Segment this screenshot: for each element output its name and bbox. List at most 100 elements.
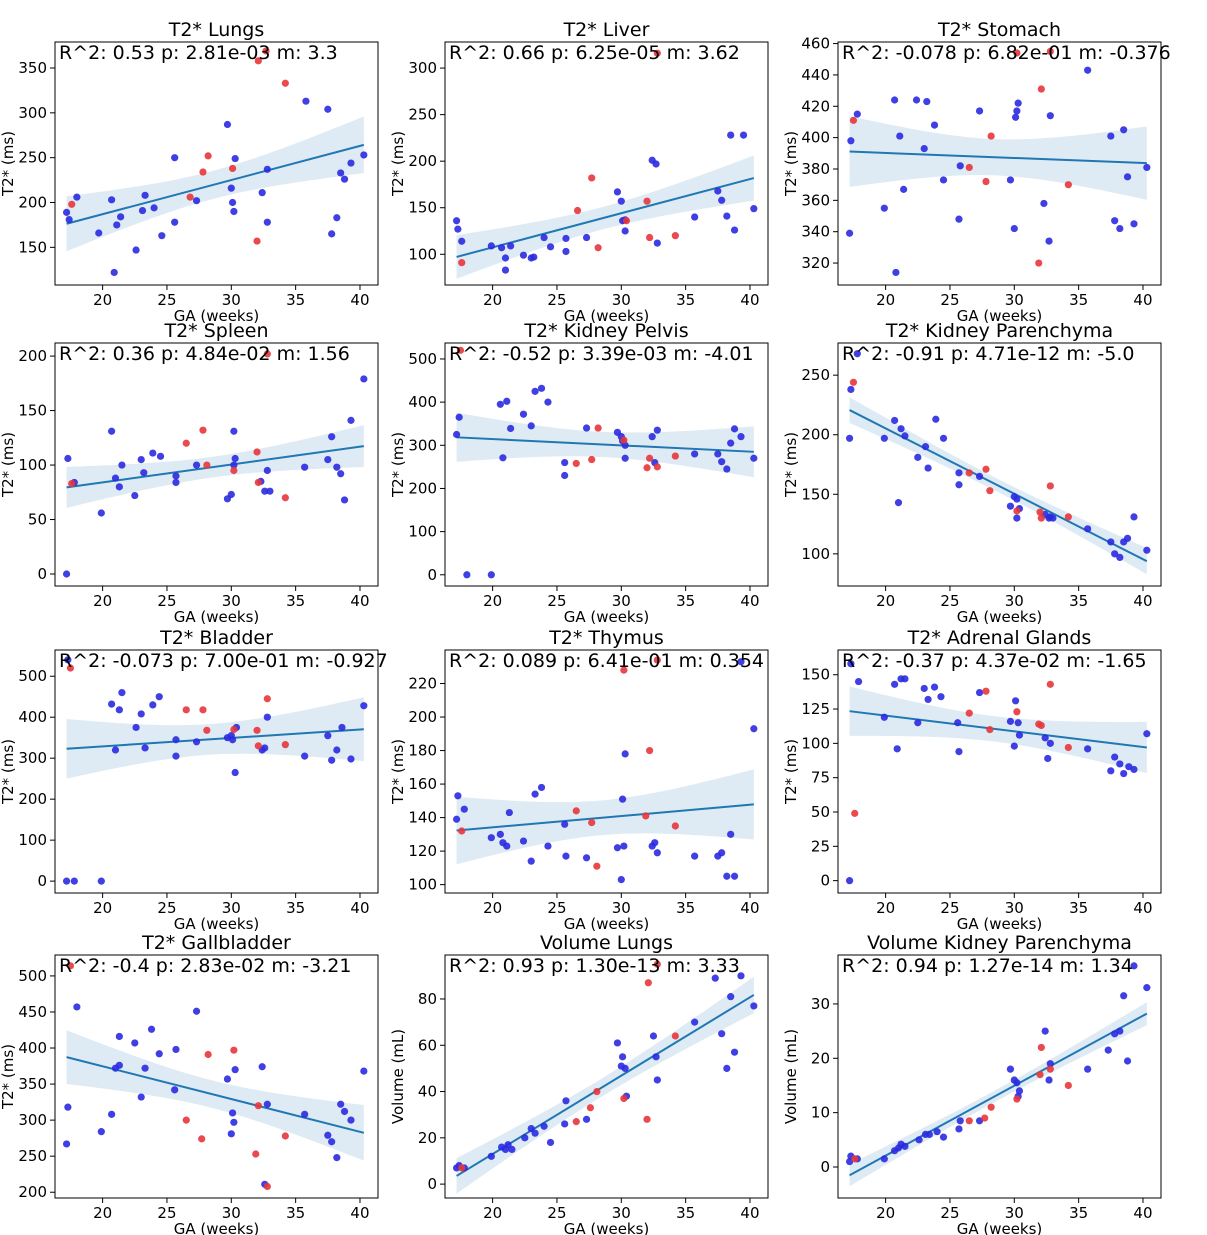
- y-tick-label: 0: [427, 1175, 437, 1193]
- data-point: [901, 432, 909, 440]
- data-point: [62, 570, 71, 578]
- data-point: [230, 427, 238, 435]
- data-point: [1111, 217, 1119, 225]
- x-tick-label: 40: [1133, 1204, 1152, 1222]
- data-point: [172, 1045, 180, 1054]
- data-point: [507, 242, 515, 250]
- x-tick-label: 40: [740, 592, 759, 610]
- data-point: [97, 1128, 105, 1136]
- data-point: [1046, 47, 1054, 56]
- data-point: [1130, 765, 1138, 774]
- data-point: [900, 185, 908, 193]
- data-point: [718, 1030, 726, 1038]
- y-axis-label: T2* (ms): [782, 739, 800, 805]
- confidence-band: [66, 697, 364, 779]
- x-axis-label: GA (weeks): [957, 608, 1043, 626]
- data-point: [691, 852, 699, 860]
- data-point: [924, 464, 932, 472]
- x-tick-label: 35: [1069, 1204, 1088, 1222]
- data-point: [718, 196, 726, 204]
- data-point: [939, 176, 948, 184]
- y-tick-label: 140: [408, 809, 437, 827]
- x-tick-label: 30: [612, 1204, 631, 1222]
- data-point: [261, 487, 269, 495]
- data-point: [1064, 181, 1072, 189]
- data-point: [714, 187, 722, 195]
- x-tick-label: 20: [876, 899, 895, 917]
- data-point: [156, 452, 165, 460]
- data-point: [263, 350, 271, 358]
- x-tick-label: 20: [483, 592, 502, 610]
- data-point: [711, 974, 719, 982]
- data-point: [1046, 680, 1054, 688]
- regression-line: [849, 150, 1147, 165]
- data-point: [1035, 259, 1043, 267]
- data-point: [1040, 199, 1048, 208]
- data-point: [1143, 163, 1151, 172]
- data-point: [138, 206, 147, 215]
- data-point: [845, 877, 854, 885]
- y-tick-label: 40: [418, 1083, 437, 1101]
- data-point: [671, 452, 679, 460]
- data-point: [727, 993, 735, 1001]
- data-point: [186, 193, 194, 201]
- data-point: [503, 397, 511, 405]
- x-tick-label: 20: [876, 291, 895, 309]
- data-point: [360, 375, 368, 383]
- x-tick-label: 25: [547, 1204, 566, 1222]
- axes-frame: [837, 649, 1162, 894]
- data-point: [113, 221, 121, 229]
- x-tick-label: 30: [222, 1204, 241, 1222]
- data-point: [301, 752, 309, 760]
- data-point: [1015, 731, 1024, 739]
- y-tick-label: 300: [408, 436, 437, 454]
- data-point: [338, 723, 346, 732]
- data-point: [613, 844, 622, 852]
- data-point: [1064, 1081, 1072, 1090]
- plot-area: [845, 47, 1151, 277]
- data-point: [527, 422, 535, 430]
- data-point: [360, 151, 368, 159]
- data-point: [452, 217, 461, 225]
- y-tick-label: 380: [801, 160, 830, 178]
- regression-stats: R^2: -0.4 p: 2.83e-02 m: -3.21: [59, 955, 351, 977]
- data-point: [230, 461, 238, 469]
- data-point: [1123, 1057, 1132, 1065]
- y-tick-label: 125: [801, 700, 830, 718]
- x-tick-label: 30: [1005, 899, 1024, 917]
- data-point: [192, 461, 201, 469]
- data-point: [231, 768, 239, 777]
- data-point: [653, 426, 661, 434]
- data-point: [723, 872, 731, 880]
- subplot-title: Volume Lungs: [540, 932, 673, 954]
- data-point: [1011, 113, 1020, 121]
- data-point: [158, 232, 166, 240]
- y-tick-label: 300: [18, 1111, 47, 1129]
- data-point: [263, 1182, 271, 1191]
- data-point: [1123, 173, 1132, 181]
- y-tick-label: 100: [18, 831, 47, 849]
- y-tick-label: 0: [820, 1158, 830, 1176]
- data-point: [618, 795, 627, 803]
- axes-frame: [54, 649, 379, 894]
- data-point: [131, 1039, 139, 1047]
- y-tick-label: 150: [18, 402, 47, 420]
- data-point: [337, 1100, 345, 1108]
- x-tick-label: 40: [1133, 899, 1152, 917]
- x-axis-label: GA (weeks): [174, 608, 260, 626]
- data-point: [588, 174, 596, 182]
- y-tick-label: 150: [801, 666, 830, 684]
- axes-frame: [837, 954, 1162, 1199]
- subplot: 20 25 30 35 40 100 120 140 160 180 200 220 T2* Thymu…: [389, 627, 769, 933]
- data-point: [537, 783, 546, 792]
- data-point: [613, 188, 622, 196]
- x-tick-label: 20: [93, 899, 112, 917]
- data-point: [1013, 514, 1021, 522]
- data-point: [939, 434, 948, 442]
- data-point: [149, 449, 157, 457]
- data-point: [73, 1003, 81, 1011]
- data-point: [262, 47, 270, 55]
